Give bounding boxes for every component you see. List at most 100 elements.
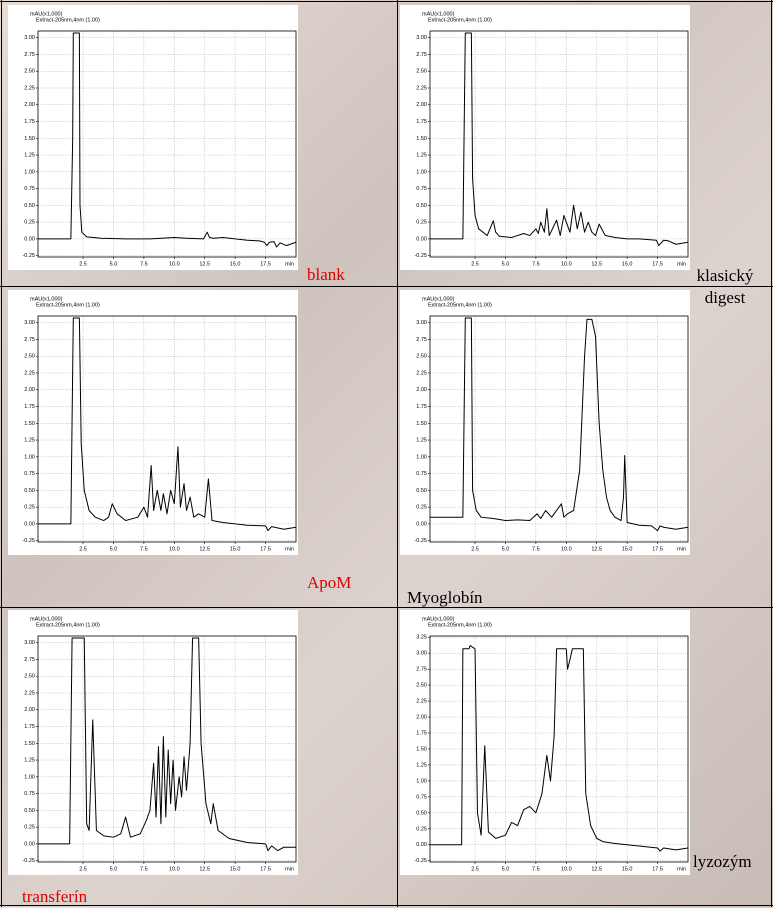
x-tick-label: 5.0: [502, 866, 510, 872]
y-tick-label: 2.75: [24, 337, 35, 343]
plot-frame: [430, 636, 688, 862]
x-axis-label: min: [677, 866, 686, 872]
y-tick-label: 1.50: [24, 421, 35, 427]
y-tick-label: 0.00: [416, 236, 427, 242]
y-tick-label: 3.25: [416, 635, 427, 641]
y-tick-label: 2.25: [24, 690, 35, 696]
plot-frame: [38, 31, 296, 257]
y-tick-label: 0.75: [24, 471, 35, 477]
y-tick-label: 1.50: [24, 136, 35, 142]
y-tick-label: 0.50: [416, 488, 427, 494]
x-tick-label: 15.0: [230, 546, 241, 552]
plot-frame: [430, 31, 688, 257]
y-tick-label: 0.25: [416, 220, 427, 226]
x-tick-label: 12.5: [591, 546, 602, 552]
y-tick-label: 2.75: [24, 52, 35, 58]
y-tick-label: 0.25: [416, 505, 427, 511]
chromatogram: mAU(x1,000)Extract-205nm,4nm (1.00)-0.25…: [400, 290, 690, 555]
x-axis-label: min: [285, 866, 294, 872]
x-tick-label: 15.0: [622, 546, 633, 552]
x-tick-label: 7.5: [532, 546, 540, 552]
x-tick-label: 10.0: [561, 546, 572, 552]
caption: transferín: [22, 886, 87, 908]
y-tick-label: 0.25: [24, 505, 35, 511]
subtitle: Extract-205nm,4nm (1.00): [428, 17, 492, 23]
x-axis-label: min: [285, 261, 294, 267]
y-tick-label: 2.50: [24, 69, 35, 75]
subtitle: Extract-205nm,4nm (1.00): [428, 622, 492, 628]
x-tick-label: 2.5: [79, 546, 87, 552]
y-tick-label: 1.50: [416, 421, 427, 427]
y-tick-label: 1.50: [416, 136, 427, 142]
y-tick-label: 2.00: [24, 387, 35, 393]
chart: mAU(x1,000)Extract-205nm,4nm (1.00)-0.25…: [8, 610, 298, 875]
y-tick-label: -0.25: [22, 538, 35, 544]
y-tick-label: 3.00: [24, 35, 35, 41]
trace: [38, 318, 296, 531]
chart: mAU(x1,000)Extract-205nm,4nm (1.00)-0.25…: [8, 290, 298, 555]
y-tick-label: 1.00: [24, 774, 35, 780]
chromatogram: mAU(x1,000)Extract-205nm,4nm (1.00)-0.25…: [8, 5, 298, 270]
y-tick-label: 0.25: [24, 825, 35, 831]
y-tick-label: 2.50: [416, 69, 427, 75]
y-tick-label: 1.75: [416, 730, 427, 736]
y-tick-label: 1.00: [416, 778, 427, 784]
y-tick-label: 3.00: [416, 320, 427, 326]
y-tick-label: 0.00: [416, 521, 427, 527]
y-tick-label: 0.00: [24, 236, 35, 242]
y-tick-label: -0.25: [414, 858, 427, 864]
y-tick-label: 2.75: [416, 337, 427, 343]
y-tick-label: -0.25: [22, 253, 35, 259]
y-tick-label: 1.50: [24, 741, 35, 747]
x-tick-label: 10.0: [169, 866, 180, 872]
y-tick-label: 0.25: [416, 826, 427, 832]
x-axis-label: min: [677, 546, 686, 552]
chart: mAU(x1,000)Extract-205nm,4nm (1.00)-0.25…: [400, 290, 690, 555]
border: [771, 0, 772, 907]
border: [397, 0, 398, 907]
y-tick-label: 2.75: [24, 657, 35, 663]
y-tick-label: 0.50: [416, 810, 427, 816]
caption: lyzozým: [693, 851, 752, 873]
y-tick-label: 1.50: [416, 746, 427, 752]
plot-frame: [430, 316, 688, 542]
chart: mAU(x1,000)Extract-205nm,4nm (1.00)-0.25…: [400, 5, 690, 270]
x-tick-label: 10.0: [561, 261, 572, 267]
chart: mAU(x1,000)Extract-205nm,4nm (1.00)-0.25…: [400, 610, 690, 875]
border: [1, 0, 2, 907]
trace: [430, 33, 688, 246]
x-tick-label: 15.0: [230, 866, 241, 872]
y-tick-label: 2.25: [24, 370, 35, 376]
y-tick-label: 2.50: [416, 354, 427, 360]
y-tick-label: 2.00: [416, 715, 427, 721]
x-tick-label: 2.5: [471, 866, 479, 872]
x-tick-label: 17.5: [260, 546, 271, 552]
y-tick-label: 3.00: [416, 35, 427, 41]
y-tick-label: 2.25: [416, 370, 427, 376]
chromatogram: mAU(x1,000)Extract-205nm,4nm (1.00)-0.25…: [8, 290, 298, 555]
x-tick-label: 15.0: [622, 866, 633, 872]
x-tick-label: 15.0: [622, 261, 633, 267]
x-tick-label: 5.0: [502, 261, 510, 267]
y-tick-label: 2.25: [416, 699, 427, 705]
caption: blank: [307, 264, 345, 286]
x-tick-label: 12.5: [199, 546, 210, 552]
x-tick-label: 2.5: [79, 261, 87, 267]
y-tick-label: 1.00: [24, 169, 35, 175]
y-tick-label: 1.25: [24, 758, 35, 764]
y-tick-label: 1.00: [416, 454, 427, 460]
y-tick-label: 1.25: [416, 762, 427, 768]
border: [0, 286, 773, 287]
x-tick-label: 2.5: [471, 261, 479, 267]
y-tick-label: 1.75: [416, 119, 427, 125]
y-tick-label: 3.00: [24, 640, 35, 646]
y-tick-label: 0.25: [24, 220, 35, 226]
caption: ApoM: [307, 572, 351, 594]
x-tick-label: 12.5: [199, 261, 210, 267]
border: [0, 1, 773, 2]
y-tick-label: 0.50: [24, 203, 35, 209]
y-tick-label: 0.75: [416, 794, 427, 800]
x-tick-label: 7.5: [140, 261, 148, 267]
x-tick-label: 15.0: [230, 261, 241, 267]
y-tick-label: 0.00: [24, 841, 35, 847]
